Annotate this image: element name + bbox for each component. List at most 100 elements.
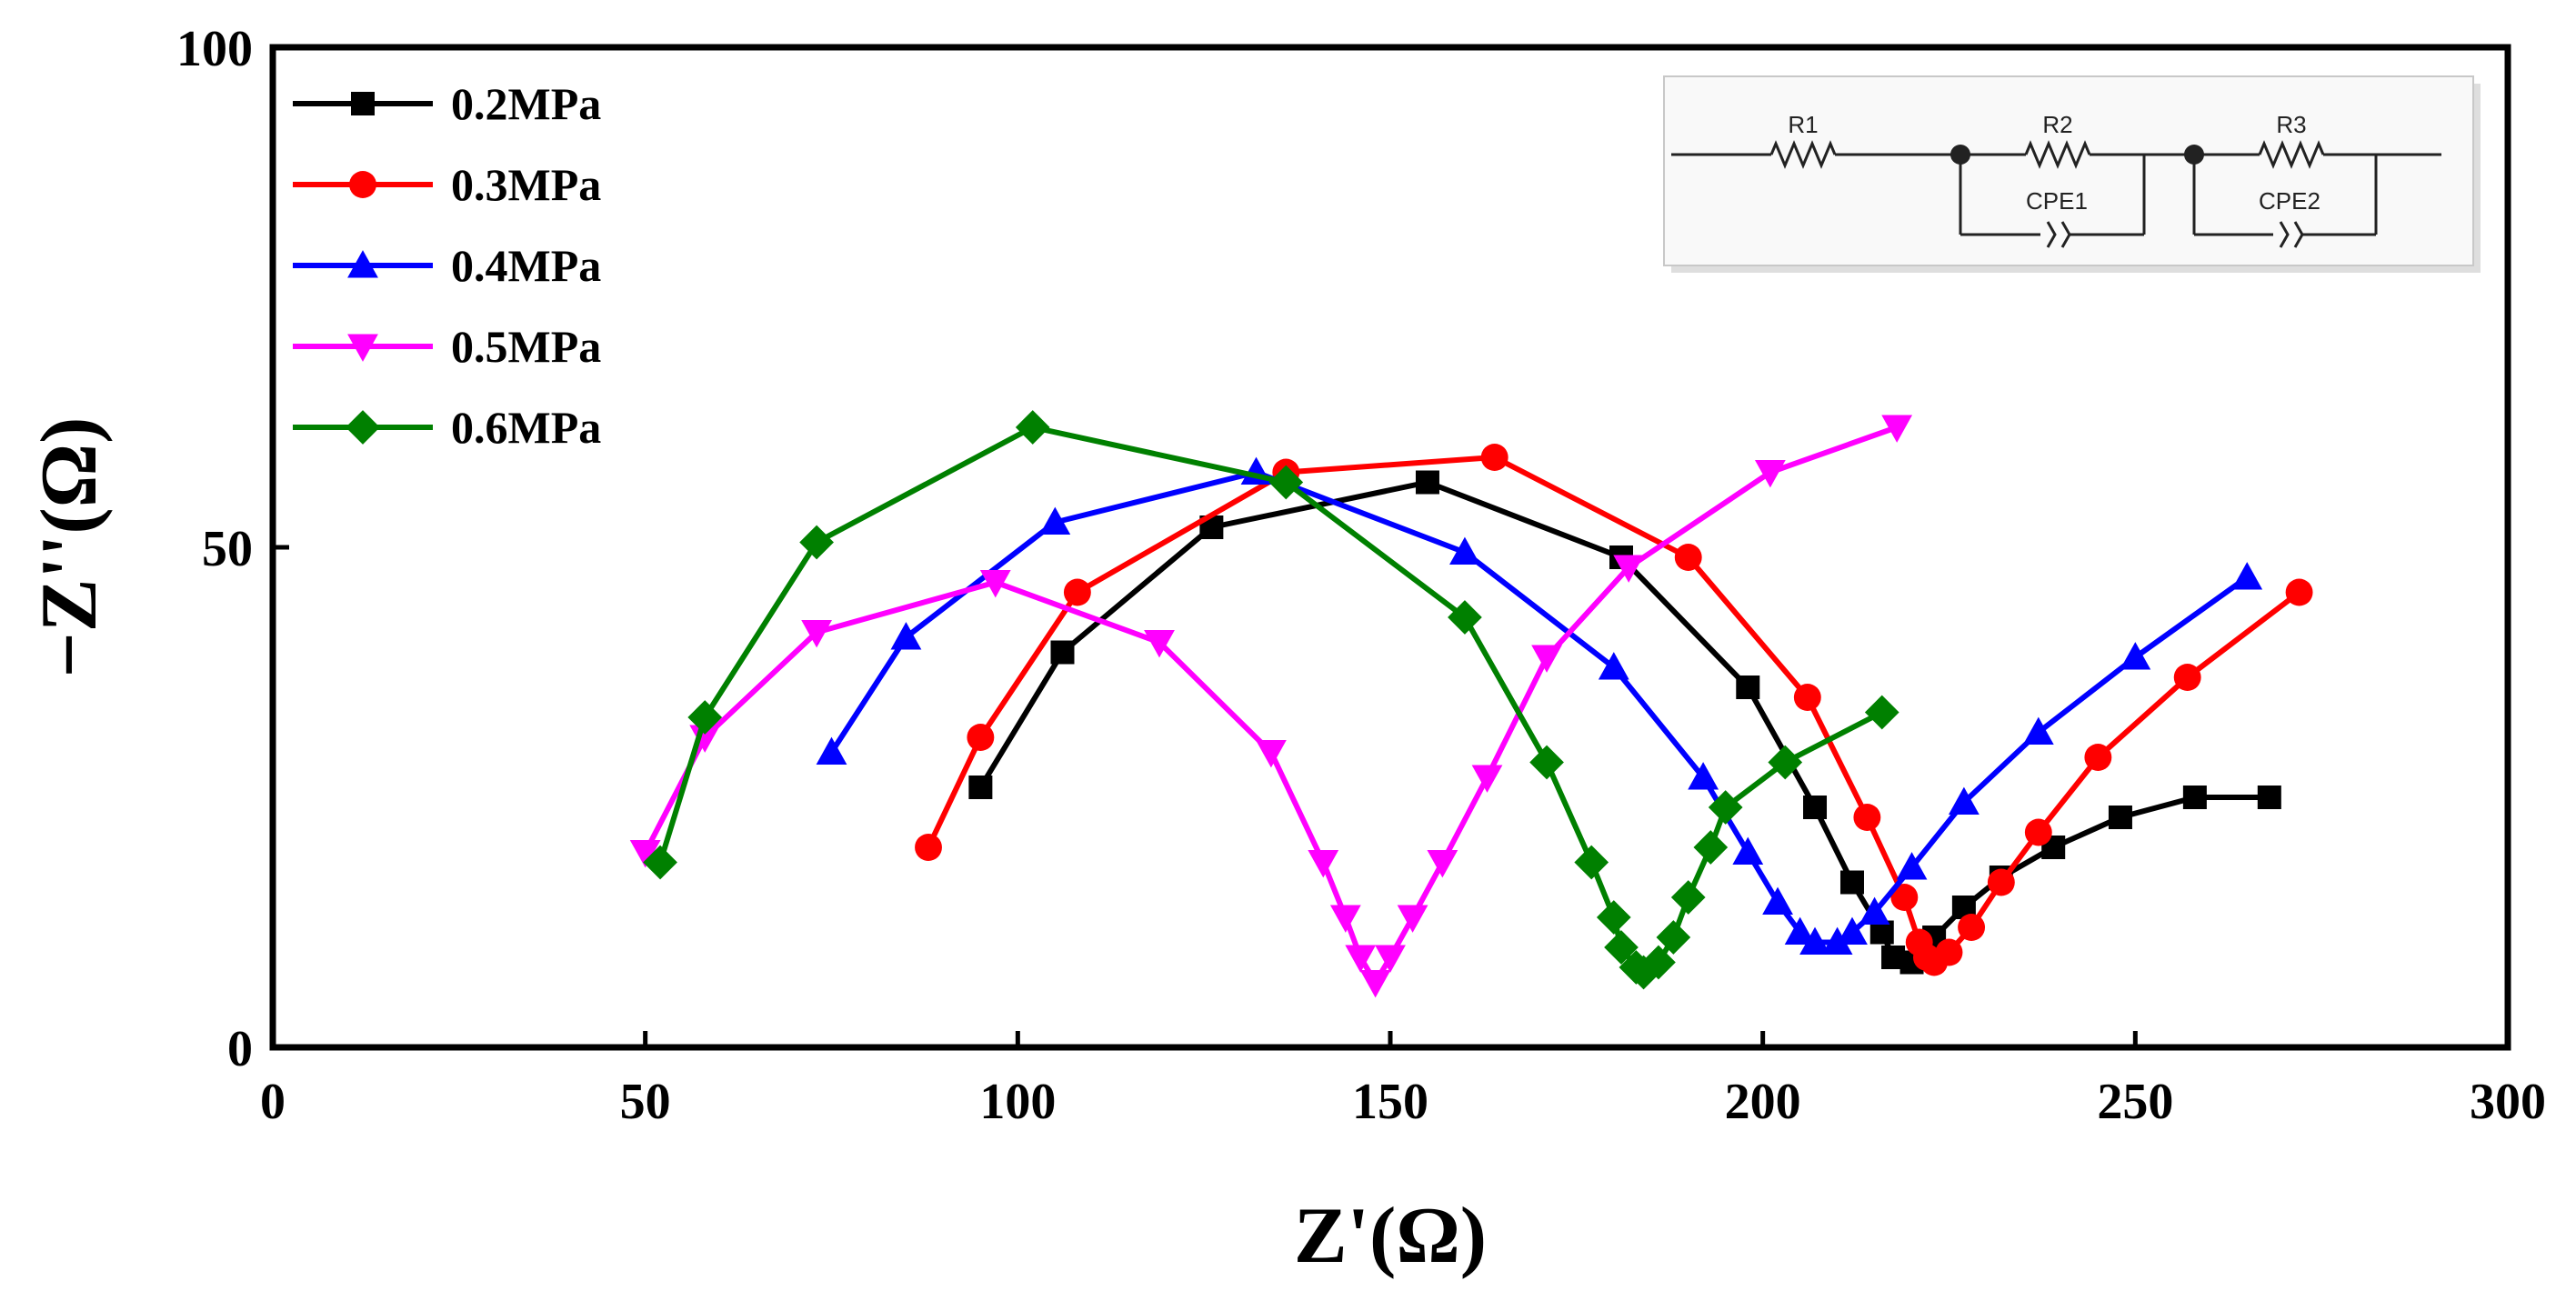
data-point-0.3MPa-0 (915, 834, 942, 861)
r1-label: R1 (1788, 111, 1818, 138)
legend-marker (349, 171, 376, 198)
cpe2-label: CPE2 (2259, 187, 2320, 215)
data-point-0.4MPa-13 (1859, 896, 1890, 926)
data-point-0.4MPa-8 (1762, 886, 1793, 916)
data-point-0.2MPa-6 (1803, 796, 1828, 819)
data-point-0.5MPa-15 (1613, 555, 1645, 583)
data-point-0.6MPa-5 (1448, 600, 1482, 635)
data-point-0.3MPa-6 (1793, 684, 1821, 711)
legend-label: 0.2MPa (451, 78, 601, 129)
series-0.4MPa (816, 456, 2263, 956)
data-point-0.6MPa-13 (1656, 920, 1691, 955)
data-point-0.6MPa-9 (1604, 930, 1639, 965)
data-point-0.3MPa-7 (1853, 804, 1881, 831)
data-point-0.2MPa-7 (1839, 870, 1864, 895)
r3-label: R3 (2276, 111, 2306, 138)
legend: 0.2MPa 0.3MPa 0.4MPa 0.5MPa 0.6MPa (293, 78, 601, 453)
x-tick-label: 100 (979, 1074, 1056, 1130)
legend-item-0.2MPa: 0.2MPa (293, 78, 601, 129)
series-0.5MPa (629, 415, 1913, 998)
data-point-0.3MPa-14 (1987, 868, 2015, 896)
data-point-0.3MPa-1 (967, 724, 995, 751)
legend-marker (347, 250, 378, 278)
data-point-0.5MPa-7 (1329, 905, 1361, 933)
data-point-0.3MPa-15 (2024, 818, 2052, 846)
data-point-0.6MPa-4 (1268, 465, 1304, 500)
y-tick-label: 0 (227, 1021, 253, 1077)
data-point-0.3MPa-16 (2084, 744, 2112, 771)
data-point-0.2MPa-0 (968, 776, 993, 799)
data-point-0.6MPa-3 (1015, 410, 1050, 445)
legend-label: 0.3MPa (451, 159, 601, 210)
data-point-0.6MPa-0 (643, 845, 677, 880)
data-point-0.6MPa-17 (1768, 745, 1803, 780)
data-point-0.3MPa-8 (1890, 884, 1919, 911)
x-tick-label: 200 (1725, 1074, 1801, 1130)
data-point-0.4MPa-15 (1948, 786, 1980, 816)
legend-item-0.5MPa: 0.5MPa (293, 321, 601, 372)
data-point-0.3MPa-4 (1480, 444, 1509, 471)
data-point-0.6MPa-15 (1693, 830, 1729, 865)
cpe2-symbol (2279, 221, 2290, 248)
data-point-0.4MPa-12 (1837, 916, 1868, 946)
data-point-0.6MPa-6 (1529, 745, 1564, 780)
legend-item-0.3MPa: 0.3MPa (293, 159, 601, 210)
x-tick-label: 150 (1352, 1074, 1428, 1130)
data-point-0.6MPa-7 (1574, 845, 1609, 880)
data-point-0.2MPa-5 (1736, 676, 1760, 699)
data-point-0.4MPa-6 (1688, 762, 1719, 790)
data-point-0.4MPa-18 (2231, 562, 2263, 590)
x-tick-label: 0 (260, 1074, 286, 1130)
data-point-0.6MPa-18 (1864, 695, 1899, 730)
data-point-0.4MPa-2 (1039, 506, 1071, 535)
data-point-0.4MPa-7 (1732, 836, 1764, 866)
series-layer (629, 410, 2313, 998)
data-point-0.4MPa-16 (2022, 716, 2054, 746)
circuit-node-2 (2184, 145, 2204, 165)
data-point-0.6MPa-8 (1596, 900, 1631, 935)
legend-marker (346, 410, 380, 445)
legend-marker (347, 334, 378, 362)
data-point-0.2MPa-15 (2108, 806, 2132, 829)
data-point-0.6MPa-12 (1641, 945, 1676, 980)
data-point-0.5MPa-8 (1345, 945, 1377, 973)
data-point-0.4MPa-10 (1799, 926, 1830, 956)
data-point-0.3MPa-17 (2173, 664, 2201, 691)
legend-label: 0.4MPa (451, 240, 601, 291)
legend-label: 0.5MPa (451, 321, 601, 372)
legend-label: 0.6MPa (451, 402, 601, 453)
data-point-0.4MPa-11 (1821, 926, 1853, 956)
data-point-0.5MPa-0 (629, 839, 661, 868)
data-point-0.5MPa-16 (1754, 459, 1786, 488)
data-point-0.4MPa-14 (1896, 852, 1928, 880)
data-point-0.4MPa-0 (816, 736, 847, 766)
equivalent-circuit-inset: R1 R2 R3 CPE1 CPE2 (1663, 75, 2481, 273)
r3-resistor (2258, 140, 2325, 169)
data-point-0.4MPa-17 (2120, 642, 2151, 670)
data-point-0.5MPa-14 (1531, 645, 1562, 673)
data-point-0.5MPa-9 (1359, 969, 1391, 998)
data-point-0.5MPa-13 (1471, 765, 1503, 793)
x-axis-title: Z'(Ω) (1294, 1192, 1487, 1280)
data-point-0.3MPa-18 (2285, 578, 2313, 606)
data-point-0.6MPa-14 (1670, 880, 1706, 915)
data-point-0.2MPa-17 (2257, 786, 2281, 809)
series-line-0.5MPa (643, 425, 1899, 986)
legend-item-0.6MPa: 0.6MPa (293, 402, 601, 453)
data-point-0.5MPa-1 (689, 725, 721, 753)
data-point-0.5MPa-12 (1427, 849, 1458, 878)
cpe1-label: CPE1 (2026, 187, 2088, 215)
data-point-0.5MPa-10 (1375, 945, 1406, 973)
r2-resistor (2024, 140, 2091, 169)
circuit-node-1 (1950, 145, 1970, 165)
data-point-0.4MPa-1 (890, 622, 922, 650)
data-point-0.2MPa-1 (1050, 640, 1075, 665)
data-point-0.5MPa-2 (801, 619, 833, 648)
legend-marker (351, 92, 375, 115)
data-point-0.5MPa-11 (1397, 905, 1428, 933)
data-point-0.3MPa-12 (1935, 938, 1963, 966)
data-point-0.3MPa-13 (1958, 914, 1986, 941)
data-point-0.5MPa-17 (1881, 415, 1913, 443)
y-axis-title: −Z''(Ω) (25, 417, 114, 678)
legend-item-0.4MPa: 0.4MPa (293, 240, 601, 291)
